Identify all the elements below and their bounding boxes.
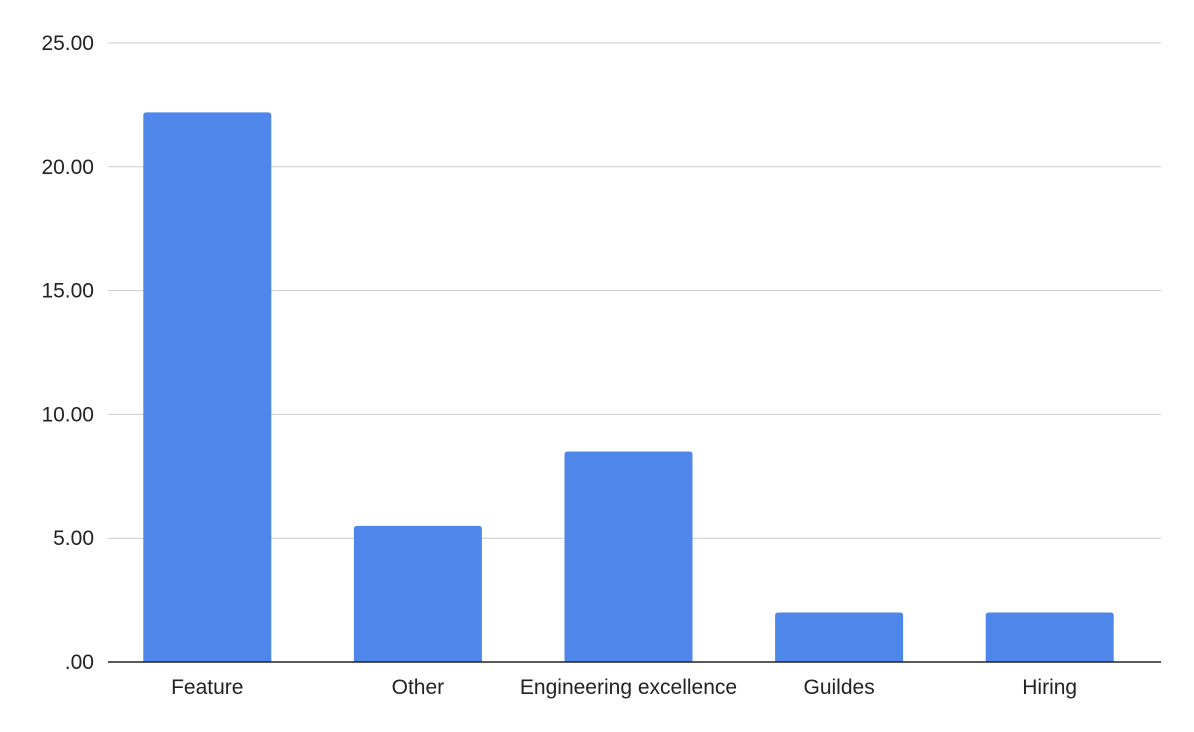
x-tick-label: Hiring — [1022, 676, 1077, 699]
bars — [143, 112, 1114, 662]
x-tick-label: Feature — [171, 676, 243, 699]
x-tick-label: Engineering excellence — [520, 676, 737, 699]
y-tick-label: 25.00 — [41, 32, 94, 55]
y-tick-label: 5.00 — [53, 527, 94, 550]
bar-hiring — [985, 612, 1114, 662]
y-tick-label: 20.00 — [41, 156, 94, 179]
y-tick-label: 10.00 — [41, 403, 94, 426]
x-axis-labels: Feature Other Engineering excellence Guilde… — [171, 676, 1077, 699]
gridlines — [108, 42, 1161, 539]
x-tick-label: Guildes — [803, 676, 874, 699]
bar-other — [353, 525, 482, 662]
y-tick-label: .00 — [65, 651, 94, 674]
y-tick-label: 15.00 — [41, 280, 94, 303]
bar-engineering-excellence — [564, 451, 693, 662]
bar-feature — [143, 112, 272, 662]
bar-guildes — [775, 612, 904, 662]
x-tick-label: Other — [392, 676, 445, 699]
y-axis-ticks: .00 5.00 10.00 15.00 20.00 25.00 — [41, 32, 94, 674]
